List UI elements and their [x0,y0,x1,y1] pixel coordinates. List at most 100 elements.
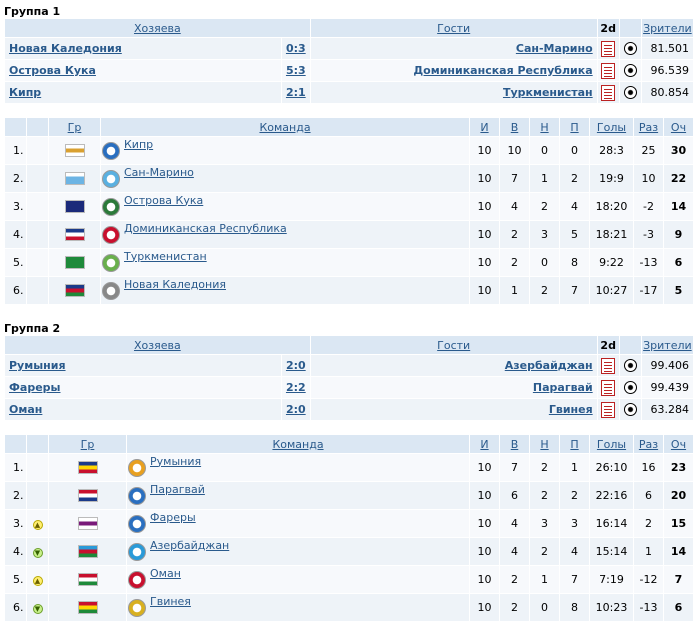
home-team-link[interactable]: Фареры [9,381,61,394]
score-link[interactable]: 2:2 [285,381,306,394]
team-emblem-icon [102,197,120,216]
match-report-icon[interactable] [601,401,616,418]
team-link[interactable]: Гвинея [150,594,191,608]
away-team-link[interactable]: Гвинея [548,403,593,416]
stat-won: 6 [499,481,530,510]
stat-diff: 2 [633,509,664,538]
team-link[interactable]: Доминиканская Республика [124,221,287,235]
match-2d-ball-icon[interactable] [623,381,637,395]
country-flag-icon [64,172,85,186]
header-diff[interactable]: Раз [633,117,664,137]
stat-won: 4 [499,537,530,566]
flag-cell [48,164,101,193]
team-emblem-icon [128,542,146,561]
match-report-icon[interactable] [601,84,616,101]
team-link[interactable]: Сан-Марино [124,165,194,179]
home-team-link[interactable]: Румыния [9,359,66,372]
match-report-icon[interactable] [601,40,616,57]
match-2d-ball-icon[interactable] [623,86,637,100]
protocol-cell [596,398,620,421]
stat-won: 1 [499,276,530,305]
away-team-link[interactable]: Парагвай [532,381,593,394]
header-home[interactable]: Хозяева [4,335,311,355]
flag-cell [48,220,101,249]
match-2d-ball-icon[interactable] [623,403,637,417]
team-link[interactable]: Азербайджан [150,538,230,552]
team-link[interactable]: Парагвай [150,482,205,496]
standings-row: 4. Доминиканская Республика 10 2 3 5 18:21 -3 9 [4,220,694,249]
score-link[interactable]: 5:3 [285,64,306,77]
stat-played: 10 [469,593,500,622]
team-emblem-icon [102,169,120,188]
team-link[interactable]: Румыния [150,454,202,468]
match-2d-ball-icon[interactable] [623,64,637,78]
away-team-link[interactable]: Доминиканская Республика [413,64,593,77]
stat-played: 10 [469,537,500,566]
header-lost[interactable]: П [559,434,590,454]
flag-cell [48,565,127,594]
away-team-link[interactable]: Азербайджан [504,359,593,372]
position: 6. [4,593,27,622]
team-link[interactable]: Туркменистан [124,249,207,263]
match-report-icon[interactable] [601,379,616,396]
match-row: Румыния 2:0 Азербайджан 99.406 [4,354,695,377]
header-lost[interactable]: П [559,117,590,137]
stat-played: 10 [469,164,500,193]
score-link[interactable]: 2:0 [285,403,306,416]
header-team[interactable]: Команда [126,434,470,454]
header-played[interactable]: И [469,117,500,137]
match-home-cell: Фареры [4,376,282,399]
header-away[interactable]: Гости [309,18,598,38]
ball-cell [618,37,642,60]
match-2d-ball-icon[interactable] [623,359,637,373]
stat-points: 6 [663,248,694,277]
header-draw[interactable]: Н [529,434,560,454]
header-points[interactable]: Оч [663,434,694,454]
team-link[interactable]: Острова Кука [124,193,204,207]
header-spectators[interactable]: Зрители [640,18,695,38]
score-link[interactable]: 2:0 [285,359,306,372]
standings-table: Гр Команда И В Н П Голы Раз Оч 1. Кипр 10 10 0 0 28:3 25… [4,117,694,305]
home-team-link[interactable]: Оман [9,403,43,416]
stat-draw: 0 [529,593,560,622]
team-link[interactable]: Фареры [150,510,196,524]
home-team-link[interactable]: Кипр [9,86,42,99]
flag-cell [48,453,127,482]
header-diff[interactable]: Раз [633,434,664,454]
header-pos [4,434,27,454]
standings-row: 3. ▲ Фареры 10 4 3 3 16:14 2 15 [4,509,694,538]
stat-points: 15 [663,509,694,538]
header-away[interactable]: Гости [309,335,598,355]
header-group[interactable]: Гр [48,434,127,454]
team-link[interactable]: Оман [150,566,181,580]
header-goals[interactable]: Голы [589,117,634,137]
header-goals[interactable]: Голы [589,434,634,454]
score-link[interactable]: 2:1 [285,86,306,99]
flag-cell [48,509,127,538]
match-report-icon[interactable] [601,62,616,79]
team-emblem-icon [102,141,120,160]
header-group[interactable]: Гр [48,117,101,137]
stat-draw: 2 [529,276,560,305]
score-link[interactable]: 0:3 [285,42,306,55]
match-2d-ball-icon[interactable] [623,42,637,56]
home-team-link[interactable]: Новая Каледония [9,42,122,55]
header-won[interactable]: В [499,434,530,454]
header-home[interactable]: Хозяева [4,18,311,38]
team-link[interactable]: Кипр [124,137,154,151]
header-draw[interactable]: Н [529,117,560,137]
match-report-icon[interactable] [601,357,616,374]
away-team-link[interactable]: Сан-Марино [515,42,593,55]
stat-played: 10 [469,453,500,482]
header-team[interactable]: Команда [100,117,470,137]
away-team-link[interactable]: Туркменистан [502,86,593,99]
header-played[interactable]: И [469,434,500,454]
protocol-cell [596,59,620,82]
trend-cell: ▼ [26,537,49,566]
header-won[interactable]: В [499,117,530,137]
trend-cell: ▲ [26,565,49,594]
home-team-link[interactable]: Острова Кука [9,64,96,77]
header-spectators[interactable]: Зрители [640,335,695,355]
team-link[interactable]: Новая Каледония [124,277,226,291]
header-points[interactable]: Оч [663,117,694,137]
